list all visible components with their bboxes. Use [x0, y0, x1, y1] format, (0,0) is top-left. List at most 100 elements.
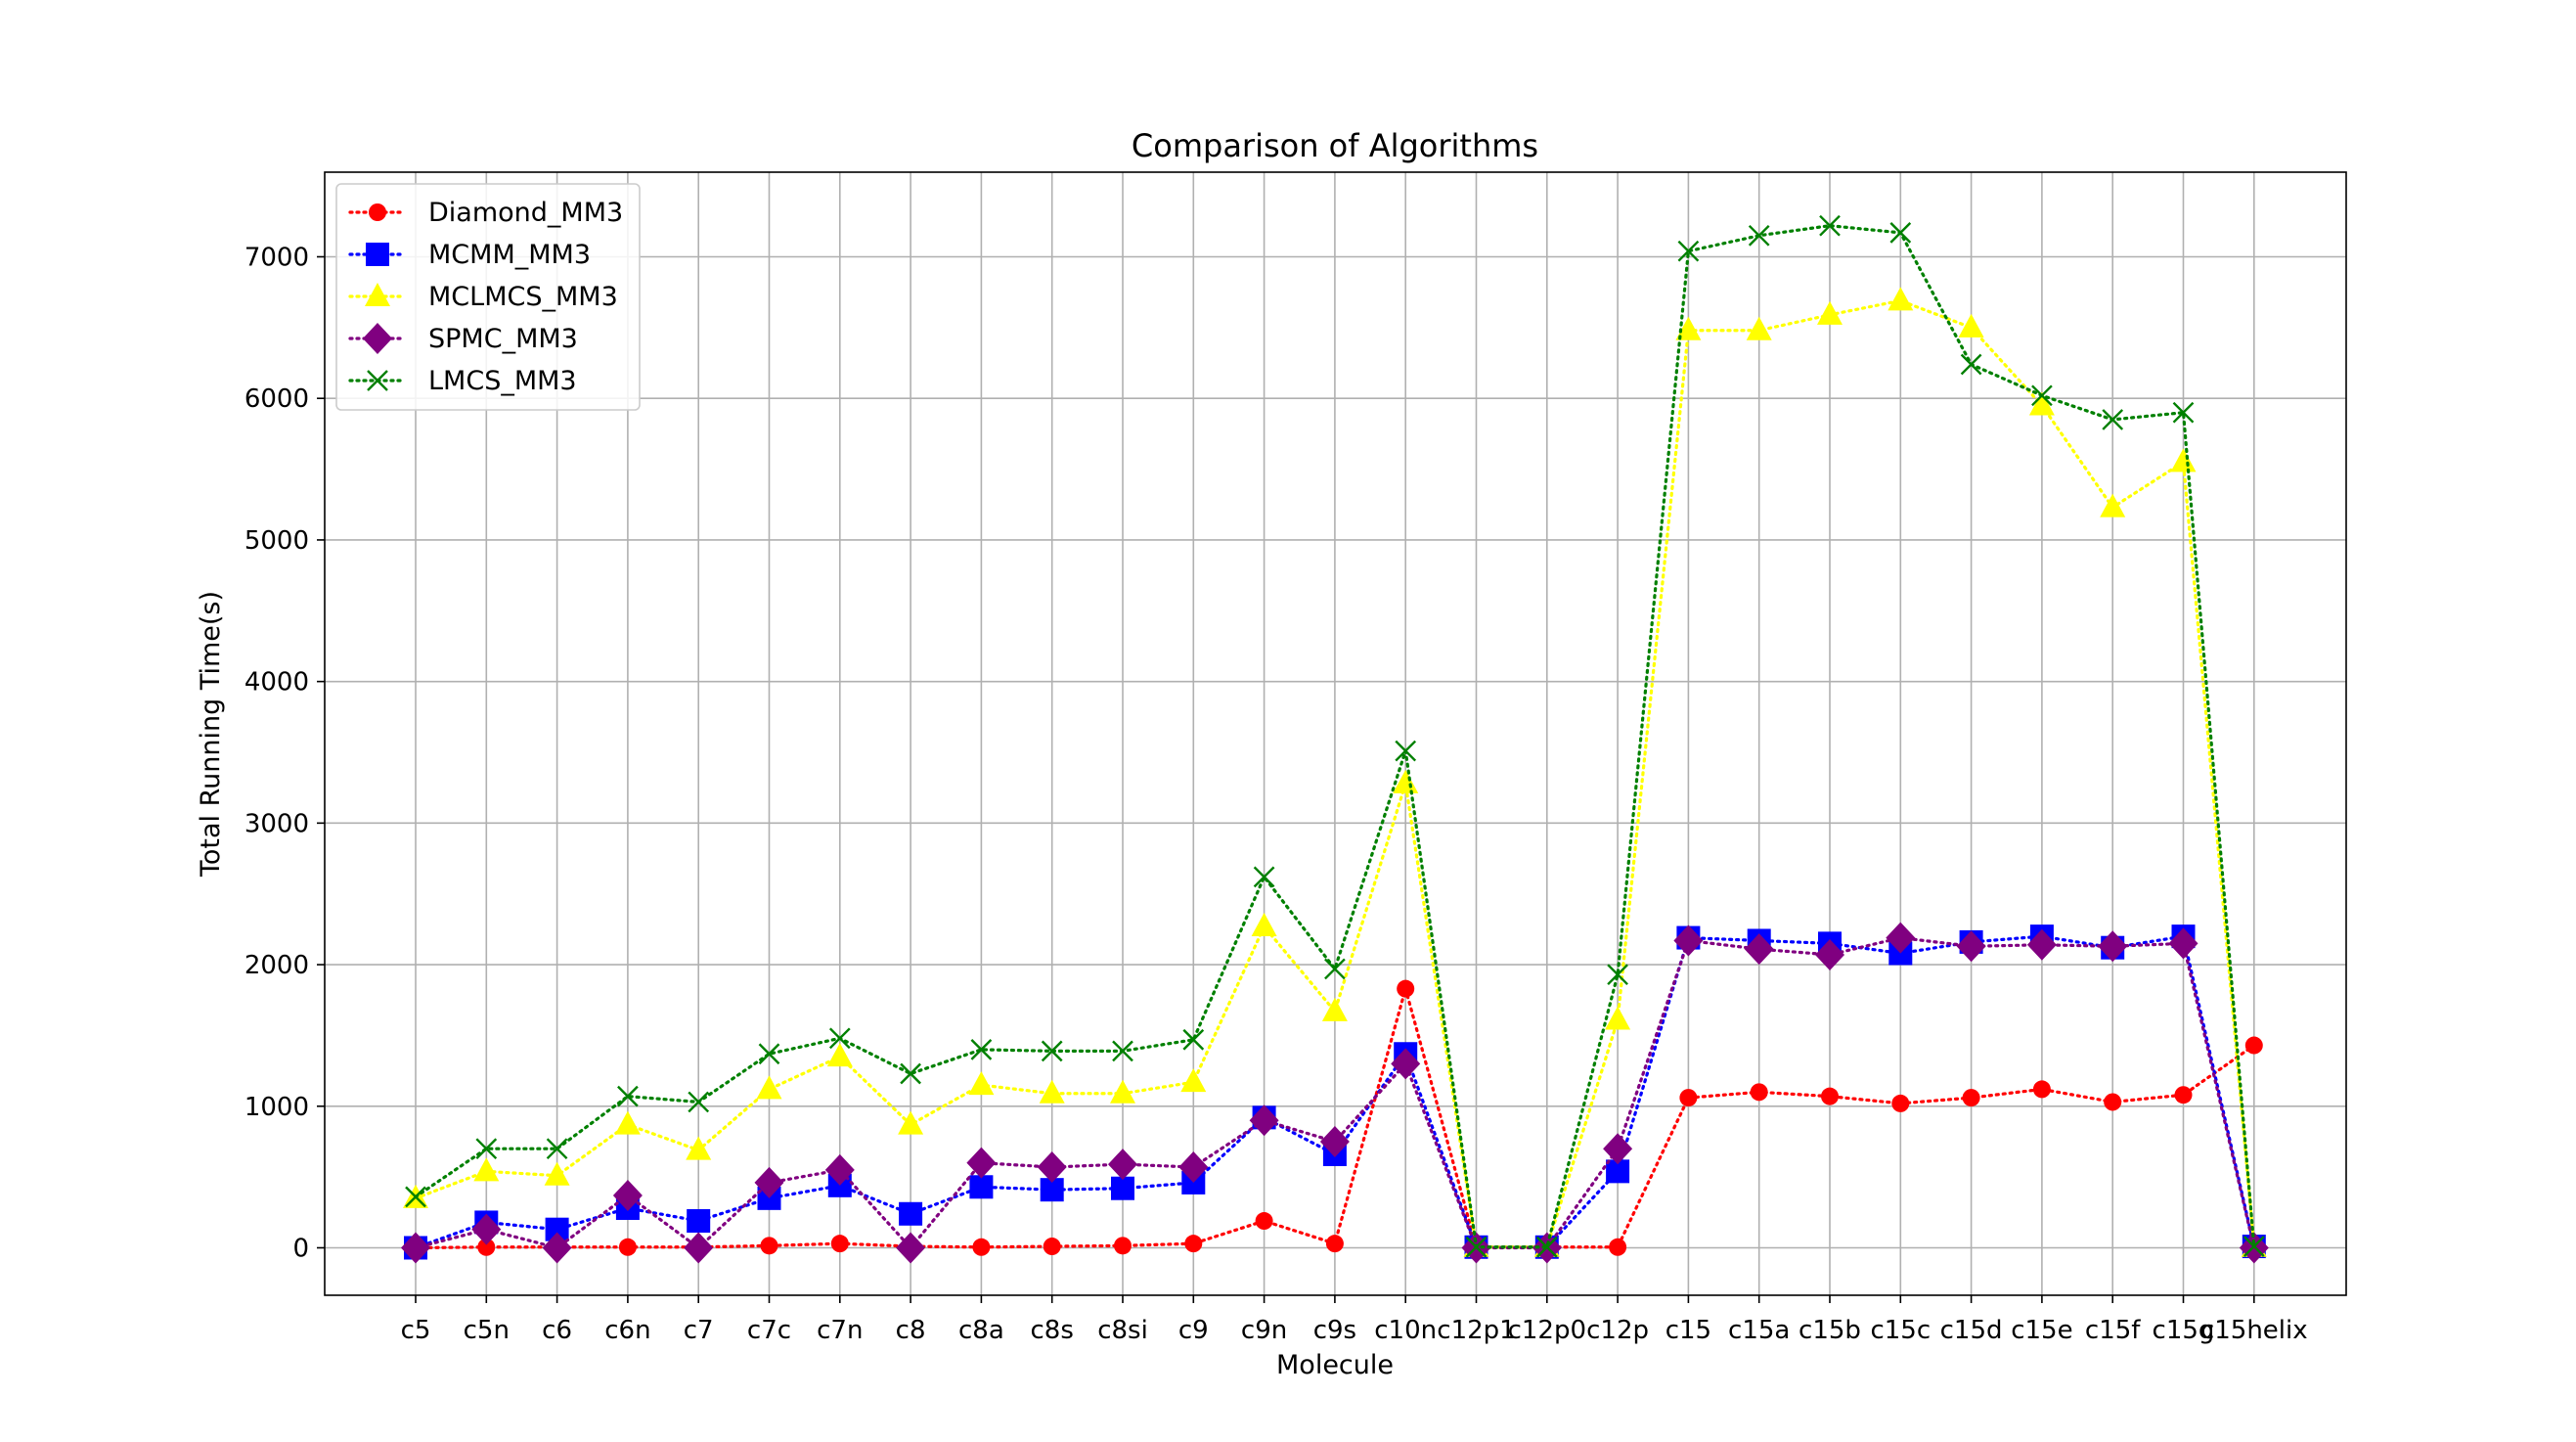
data-point-lmcs-mm3 [617, 1085, 639, 1107]
data-point-mclmcs-mm3 [2028, 391, 2055, 416]
y-axis-label: Total Running Time(s) [196, 591, 226, 878]
data-point-mclmcs-mm3 [826, 1043, 853, 1067]
x-tick-label: c6n [604, 1316, 650, 1345]
data-point-mclmcs-mm3 [1039, 1079, 1065, 1104]
legend-marker-lmcs-mm3 [367, 370, 388, 391]
data-point-diamond-mm3 [1891, 1094, 1910, 1112]
data-point-mclmcs-mm3 [1321, 997, 1348, 1021]
data-point-diamond-mm3 [1043, 1238, 1061, 1256]
data-point-spmc-mm3 [1319, 1125, 1350, 1157]
data-point-lmcs-mm3 [1112, 1040, 1133, 1062]
x-tick-label: c12p0 [1508, 1316, 1586, 1345]
x-tick-label: c15 [1666, 1316, 1711, 1345]
data-point-diamond-mm3 [1325, 1235, 1344, 1253]
x-tick-label: c15a [1728, 1316, 1790, 1345]
data-point-mclmcs-mm3 [1110, 1079, 1135, 1104]
data-point-mclmcs-mm3 [1605, 1006, 1631, 1030]
series-line-mclmcs-mm3 [414, 298, 2256, 1249]
data-point-mclmcs-mm3 [1746, 316, 1772, 340]
data-point-spmc-mm3 [401, 1232, 430, 1264]
data-point-lmcs-mm3 [1889, 222, 1912, 244]
data-point-lmcs-mm3 [1748, 224, 1770, 247]
legend-item-diamond-mm3: Diamond_MM3 [348, 198, 623, 228]
x-tick-label: c5n [464, 1316, 510, 1345]
y-tick-label: 2000 [244, 951, 309, 980]
x-tick-label: c6 [542, 1316, 572, 1345]
data-point-lmcs-mm3 [405, 1186, 426, 1208]
data-point-diamond-mm3 [618, 1238, 637, 1256]
data-point-diamond-mm3 [1255, 1212, 1273, 1231]
data-point-spmc-mm3 [824, 1153, 855, 1186]
data-point-diamond-mm3 [830, 1235, 849, 1253]
data-point-spmc-mm3 [1603, 1133, 1633, 1165]
x-tick-label: c8si [1097, 1316, 1148, 1345]
data-point-lmcs-mm3 [2102, 409, 2124, 430]
legend-item-lmcs-mm3: LMCS_MM3 [348, 366, 577, 396]
data-point-spmc-mm3 [1886, 922, 1916, 954]
data-point-lmcs-mm3 [900, 1062, 921, 1085]
legend-marker-spmc-mm3 [363, 323, 392, 354]
data-point-lmcs-mm3 [1253, 866, 1275, 888]
data-point-lmcs-mm3 [2172, 401, 2195, 424]
data-point-mclmcs-mm3 [544, 1161, 570, 1186]
data-point-lmcs-mm3 [1395, 740, 1417, 762]
data-point-mclmcs-mm3 [2100, 493, 2126, 518]
data-point-diamond-mm3 [2104, 1093, 2122, 1111]
legend-label: MCMM_MM3 [428, 240, 591, 270]
data-point-mclmcs-mm3 [1817, 300, 1843, 325]
data-point-spmc-mm3 [896, 1232, 926, 1264]
data-point-spmc-mm3 [1391, 1048, 1421, 1080]
legend-item-mcmm-mm3: MCMM_MM3 [348, 240, 591, 270]
x-tick-label: c5 [401, 1316, 431, 1345]
data-point-diamond-mm3 [1750, 1083, 1768, 1102]
data-point-spmc-mm3 [1178, 1151, 1209, 1184]
data-point-spmc-mm3 [1815, 938, 1844, 970]
data-point-lmcs-mm3 [1535, 1236, 1558, 1258]
x-tick-label: c15b [1799, 1316, 1861, 1345]
data-point-spmc-mm3 [1249, 1104, 1279, 1137]
x-tick-label: c15helix [2200, 1316, 2308, 1345]
data-point-spmc-mm3 [471, 1213, 502, 1245]
data-point-mcmm-mm3 [969, 1175, 994, 1199]
data-point-mclmcs-mm3 [1675, 316, 1702, 340]
data-point-lmcs-mm3 [758, 1043, 780, 1065]
y-axis-ticks: 0 1000 2000 3000 4000 5000 6000 7000 [244, 244, 325, 1264]
data-point-spmc-mm3 [966, 1147, 997, 1179]
legend-label: LMCS_MM3 [428, 366, 577, 396]
legend-label: MCLMCS_MM3 [428, 282, 618, 312]
data-point-lmcs-mm3 [2031, 384, 2053, 407]
y-tick-label: 7000 [244, 244, 309, 273]
x-tick-label: c9n [1241, 1316, 1287, 1345]
x-tick-label: c7 [684, 1316, 714, 1345]
legend-label: SPMC_MM3 [428, 324, 578, 354]
data-point-mclmcs-mm3 [1958, 313, 1984, 338]
data-point-lmcs-mm3 [1960, 353, 1982, 376]
series-lmcs-mm3 [405, 214, 2265, 1258]
data-point-mclmcs-mm3 [898, 1110, 924, 1135]
data-point-spmc-mm3 [612, 1179, 643, 1211]
legend-item-mclmcs-mm3: MCLMCS_MM3 [348, 282, 618, 312]
x-tick-label: c12p [1586, 1316, 1649, 1345]
x-tick-label: c8 [896, 1316, 926, 1345]
data-point-mclmcs-mm3 [1180, 1068, 1207, 1093]
y-tick-label: 6000 [244, 384, 309, 414]
y-tick-label: 1000 [244, 1093, 309, 1122]
data-point-diamond-mm3 [760, 1237, 778, 1255]
x-tick-label: c15d [1940, 1316, 2003, 1345]
data-point-diamond-mm3 [1821, 1087, 1839, 1105]
legend-marker-mclmcs-mm3 [365, 283, 390, 306]
data-point-lmcs-mm3 [1607, 964, 1628, 986]
y-tick-label: 4000 [244, 668, 309, 698]
y-tick-label: 3000 [244, 809, 309, 838]
data-point-mcmm-mm3 [687, 1209, 711, 1234]
data-point-lmcs-mm3 [1465, 1236, 1488, 1258]
x-tick-label: c8s [1031, 1316, 1074, 1345]
data-point-spmc-mm3 [1956, 930, 1986, 963]
data-point-diamond-mm3 [1679, 1089, 1698, 1107]
chart-title: Comparison of Algorithms [1132, 127, 1538, 164]
data-point-lmcs-mm3 [828, 1027, 851, 1050]
x-tick-label: c7n [817, 1316, 863, 1345]
data-point-spmc-mm3 [2168, 927, 2198, 960]
legend-marker-mcmm-mm3 [366, 243, 389, 266]
